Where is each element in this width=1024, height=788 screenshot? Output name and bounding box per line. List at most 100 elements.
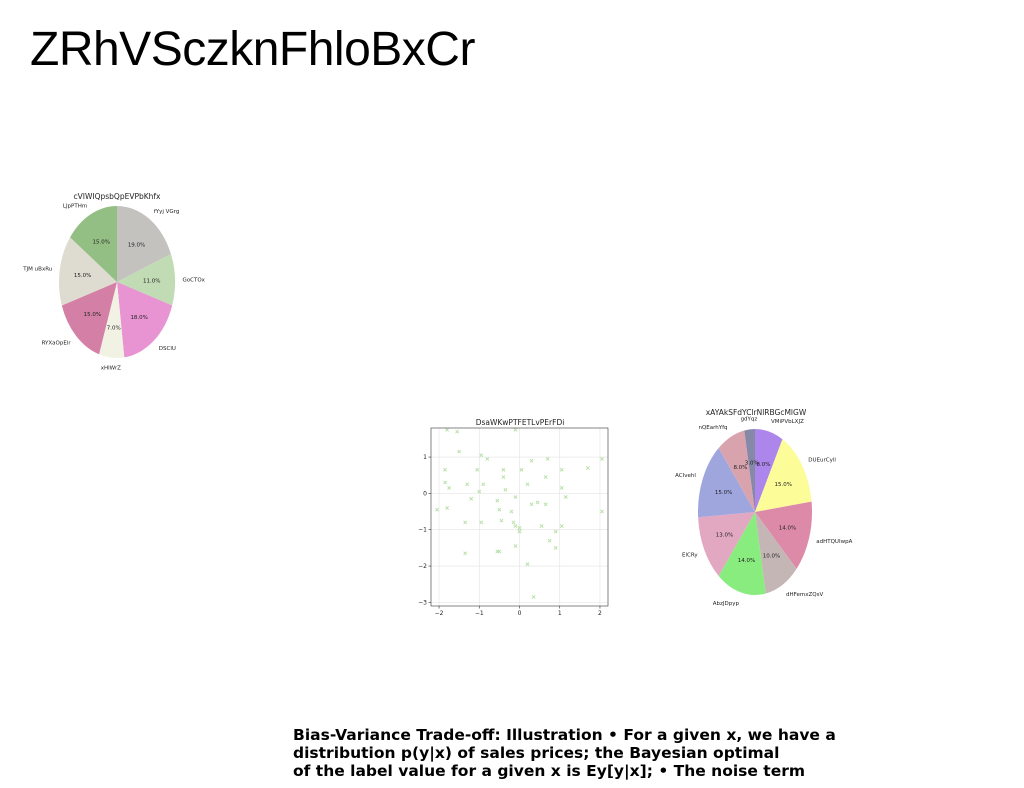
pie-chart-2-category-label: dHFemxZQsV — [786, 592, 823, 598]
scatter-point — [495, 549, 500, 554]
page-title: ZRhVSczknFhloBxCr — [30, 23, 475, 76]
scatter-point — [485, 456, 490, 461]
scatter-point — [600, 456, 604, 461]
scatter-point — [463, 551, 468, 556]
pie-chart-2-pct-label: 8.0% — [733, 465, 747, 471]
scatter-point — [435, 507, 439, 512]
scatter-point — [513, 427, 518, 432]
pie-chart-2-pct-label: 3.0% — [745, 460, 759, 466]
scatter-point — [477, 489, 482, 494]
scatter-point — [501, 475, 506, 479]
scatter-point — [543, 502, 548, 507]
pie-chart-1-slice — [117, 206, 171, 282]
scatter-point — [559, 467, 564, 472]
scatter-point — [585, 466, 590, 470]
scatter-point — [513, 495, 518, 499]
scatter-point — [445, 427, 450, 432]
pie-chart-1-pct-label: 15.0% — [74, 273, 91, 279]
pie-chart-2-pct-label: 15.0% — [715, 490, 732, 496]
pie-chart-2-pct-label: 8.0% — [757, 462, 771, 468]
pie-chart-2-pct-label: 14.0% — [738, 558, 755, 564]
scatter-x-tick-label: −1 — [475, 610, 484, 617]
pie-chart-1-category-label: fYyj VGrg — [154, 209, 180, 215]
scatter-chart: DsaWKwPTFETLvPErFDi −2 −1 0 1 2 1 0 −1 −2 −3 — [418, 418, 609, 617]
scatter-point — [497, 507, 502, 512]
pie-chart-1-slice — [61, 282, 117, 355]
pie-chart-2-category-label: ElCRy — [682, 553, 698, 559]
pie-chart-2-slice — [755, 512, 797, 594]
scatter-point — [481, 482, 486, 487]
scatter-point — [553, 529, 558, 534]
scatter-x-tick-label: 0 — [518, 610, 522, 617]
pie-chart-1: cVIWIQpsbQpEVPbKhfx 19.0% fYyj VGrg 11.0% G… — [22, 192, 206, 371]
caption-line-3: of the label value for a given x is Ey[y… — [293, 762, 806, 780]
scatter-y-tick-label: −2 — [418, 563, 427, 570]
pie-chart-1-slice — [99, 282, 125, 358]
pie-chart-2-slice — [698, 512, 755, 576]
scatter-point — [529, 502, 534, 507]
pie-chart-2-slice — [698, 448, 755, 518]
pie-chart-1-category-label: xHlWrZ — [101, 365, 121, 371]
scatter-y-tick-label: 0 — [423, 490, 427, 497]
pie-chart-2-category-label: AbzJDpyp — [713, 601, 740, 607]
caption-line-1: Bias-Variance Trade-off: Illustration • … — [293, 726, 836, 744]
scatter-point — [525, 562, 530, 567]
pie-chart-2-slice — [718, 430, 755, 512]
pie-chart-2-category-label: adHTQUIwpA — [816, 539, 852, 545]
scatter-point — [517, 529, 522, 534]
scatter-point — [445, 506, 450, 510]
scatter-point — [443, 467, 447, 472]
scatter-y-tick-label: −3 — [418, 599, 427, 606]
pie-chart-1-category-label: TJM uBxRu — [22, 267, 52, 273]
scatter-point — [543, 475, 548, 479]
scatter-point — [563, 495, 568, 499]
scatter-chart-title: DsaWKwPTFETLvPErFDi — [476, 418, 565, 427]
pie-chart-2-slice — [755, 429, 783, 512]
pie-chart-2-slice — [755, 439, 812, 512]
pie-chart-1-category-label: GoCTOx — [183, 277, 206, 283]
scatter-point — [479, 453, 484, 458]
scatter-point — [455, 429, 460, 434]
scatter-point — [539, 524, 544, 528]
slide-caption: Bias-Variance Trade-off: Illustration • … — [293, 726, 893, 780]
scatter-x-tick-label: 1 — [558, 610, 562, 617]
pie-chart-1-pct-label: 18.0% — [130, 315, 147, 321]
scatter-point — [447, 486, 452, 490]
scatter-point — [513, 524, 518, 528]
pie-chart-1-pct-label: 7.0% — [107, 325, 121, 331]
scatter-point — [513, 544, 518, 548]
scatter-point — [457, 449, 462, 454]
scatter-point — [463, 520, 468, 525]
pie-chart-2-title: xAYAkSFdYClrNlRBGcMlGW — [706, 408, 807, 417]
caption-line-2: distribution p(y|x) of sales prices; the… — [293, 744, 780, 762]
scatter-point — [545, 456, 550, 461]
pie-chart-2-pct-label: 13.0% — [716, 533, 733, 539]
pie-chart-1-pct-label: 15.0% — [92, 239, 109, 245]
scatter-point — [600, 509, 604, 514]
pie-chart-1-slice — [117, 254, 175, 306]
scatter-point — [495, 498, 500, 503]
pie-chart-2-slice — [744, 429, 755, 512]
pie-chart-2-category-label: gdYqz — [741, 417, 758, 423]
scatter-point — [519, 467, 524, 472]
scatter-point — [531, 595, 536, 599]
scatter-point — [559, 486, 564, 490]
scatter-point — [525, 482, 530, 487]
scatter-point — [517, 525, 522, 530]
pie-chart-1-slice — [70, 206, 117, 282]
scatter-point — [547, 538, 552, 543]
scatter-point — [443, 480, 447, 485]
scatter-point — [499, 518, 504, 523]
scatter-point — [503, 487, 508, 492]
scatter-point — [501, 467, 506, 472]
pie-chart-1-pct-label: 15.0% — [84, 312, 101, 318]
pie-chart-1-category-label: DSClU — [159, 346, 176, 352]
scatter-point — [535, 500, 540, 505]
scatter-point — [469, 496, 474, 501]
scatter-y-tick-label: 1 — [423, 454, 427, 461]
scatter-point — [559, 524, 564, 528]
scatter-point — [475, 467, 480, 472]
scatter-x-tick-label: −2 — [435, 610, 444, 617]
scatter-point — [529, 458, 534, 463]
scatter-point — [479, 520, 484, 525]
